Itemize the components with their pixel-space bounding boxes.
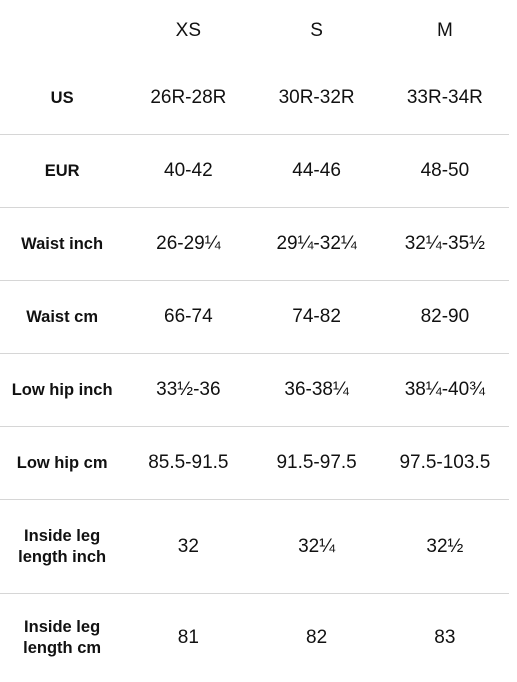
cell-low-hip-inch-xs: 33½-36 [124, 354, 252, 427]
table-row-low-hip-inch: Low hip inch 33½-36 36-38¼ 38¼-40¾ [0, 354, 509, 427]
cell-eur-xs: 40-42 [124, 135, 252, 208]
cell-waist-inch-m: 32¼-35½ [381, 208, 509, 281]
cell-low-hip-cm-s: 91.5-97.5 [252, 427, 380, 500]
cell-us-xs: 26R-28R [124, 62, 252, 135]
row-label-eur: EUR [0, 135, 124, 208]
size-header-s: S [252, 0, 380, 62]
cell-waist-inch-xs: 26-29¼ [124, 208, 252, 281]
cell-waist-cm-s: 74-82 [252, 281, 380, 354]
cell-waist-cm-m: 82-90 [381, 281, 509, 354]
table-row-waist-inch: Waist inch 26-29¼ 29¼-32¼ 32¼-35½ [0, 208, 509, 281]
cell-low-hip-cm-xs: 85.5-91.5 [124, 427, 252, 500]
header-row: XS S M [0, 0, 509, 62]
cell-us-s: 30R-32R [252, 62, 380, 135]
cell-inside-leg-inch-m: 32½ [381, 500, 509, 594]
cell-eur-m: 48-50 [381, 135, 509, 208]
table-row-inside-leg-cm: Inside leg length cm 81 82 83 [0, 594, 509, 682]
table-row-eur: EUR 40-42 44-46 48-50 [0, 135, 509, 208]
cell-inside-leg-inch-s: 32¼ [252, 500, 380, 594]
row-label-low-hip-cm: Low hip cm [0, 427, 124, 500]
cell-us-m: 33R-34R [381, 62, 509, 135]
table-row-waist-cm: Waist cm 66-74 74-82 82-90 [0, 281, 509, 354]
size-header-xs: XS [124, 0, 252, 62]
cell-inside-leg-cm-m: 83 [381, 594, 509, 682]
row-label-inside-leg-cm: Inside leg length cm [0, 594, 124, 682]
cell-low-hip-inch-s: 36-38¼ [252, 354, 380, 427]
cell-low-hip-inch-m: 38¼-40¾ [381, 354, 509, 427]
row-label-waist-inch: Waist inch [0, 208, 124, 281]
row-label-inside-leg-cm-line2: length cm [23, 639, 101, 657]
size-header-m: M [381, 0, 509, 62]
cell-low-hip-cm-m: 97.5-103.5 [381, 427, 509, 500]
row-label-low-hip-inch: Low hip inch [0, 354, 124, 427]
row-label-waist-cm: Waist cm [0, 281, 124, 354]
cell-inside-leg-inch-xs: 32 [124, 500, 252, 594]
cell-inside-leg-cm-s: 82 [252, 594, 380, 682]
row-label-inside-leg-cm-line1: Inside leg [24, 618, 100, 636]
cell-inside-leg-cm-xs: 81 [124, 594, 252, 682]
corner-cell [0, 0, 124, 62]
cell-waist-cm-xs: 66-74 [124, 281, 252, 354]
table-row-us: US 26R-28R 30R-32R 33R-34R [0, 62, 509, 135]
row-label-us: US [0, 62, 124, 135]
cell-eur-s: 44-46 [252, 135, 380, 208]
table-row-inside-leg-inch: Inside leg length inch 32 32¼ 32½ [0, 500, 509, 594]
row-label-inside-leg-inch-line1: Inside leg [24, 527, 100, 545]
table-row-low-hip-cm: Low hip cm 85.5-91.5 91.5-97.5 97.5-103.… [0, 427, 509, 500]
row-label-inside-leg-inch: Inside leg length inch [0, 500, 124, 594]
row-label-inside-leg-inch-line2: length inch [18, 548, 106, 566]
cell-waist-inch-s: 29¼-32¼ [252, 208, 380, 281]
